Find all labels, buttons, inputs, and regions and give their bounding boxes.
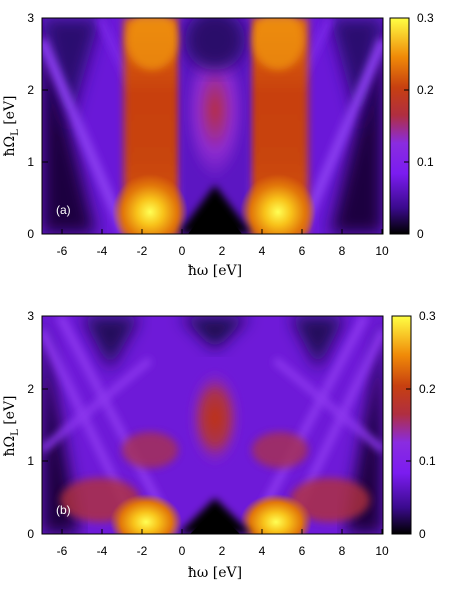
- y-tick-label: 0: [27, 527, 34, 541]
- x-tick-label: -2: [137, 244, 148, 258]
- colorbar-tick-label: 0.2: [419, 382, 436, 396]
- colorbar-b: 0 0.1 0.2 0.3: [391, 309, 436, 541]
- colorbar-tick-label: 0.1: [417, 155, 434, 169]
- x-tick-label: -6: [57, 244, 68, 258]
- x-tick-label: 8: [339, 544, 346, 558]
- x-tick-label: 4: [259, 244, 266, 258]
- y-tick-label: 2: [27, 382, 34, 396]
- y-tick-label: 0: [27, 227, 34, 241]
- x-axis-title-b: ħω [eV]: [188, 565, 242, 581]
- x-tick-label: 0: [179, 244, 186, 258]
- x-tick-label: 6: [299, 544, 306, 558]
- heatmap-a-svg: 0 1 2 3 -6 -4 -2 0 2 4 6 8 10 ħω [: [2, 11, 434, 279]
- y-ticks-b: 0 1 2 3: [27, 309, 48, 541]
- y-axis-title-a: ħΩL [eV]: [2, 95, 21, 156]
- x-tick-label: 2: [219, 244, 226, 258]
- colorbar-tick-label: 0: [419, 527, 426, 541]
- x-ticks-b: -6 -4 -2 0 2 4 6 8 10: [57, 529, 389, 558]
- x-ticks-a: -6 -4 -2 0 2 4 6 8 10: [57, 229, 389, 258]
- x-axis-title-a: ħω [eV]: [188, 263, 242, 279]
- x-tick-label: -6: [57, 544, 68, 558]
- x-tick-label: -2: [137, 544, 148, 558]
- x-tick-label: 0: [179, 544, 186, 558]
- x-tick-label: 10: [375, 544, 389, 558]
- colorbar-a: 0 0.1 0.2 0.3: [389, 11, 434, 241]
- panel-label-a: (a): [56, 203, 71, 217]
- colorbar-tick-label: 0.2: [417, 83, 434, 97]
- y-tick-label: 1: [27, 155, 34, 169]
- colorbar-tick-label: 0: [417, 227, 424, 241]
- colorbar-tick-label: 0.3: [419, 309, 436, 323]
- colorbar-tick-label: 0.3: [417, 11, 434, 25]
- chart-panel-a: 0 1 2 3 -6 -4 -2 0 2 4 6 8 10 ħω [: [0, 0, 449, 300]
- y-tick-label: 3: [27, 11, 34, 25]
- y-tick-label: 2: [27, 83, 34, 97]
- chart-panel-b: 0 1 2 3 -6 -4 -2 0 2 4 6 8 10 ħω [eV] ħΩ: [0, 300, 449, 602]
- x-tick-label: 4: [259, 544, 266, 558]
- y-ticks-a: 0 1 2 3: [27, 11, 48, 241]
- y-axis-title-b: ħΩL [eV]: [2, 395, 21, 456]
- heatmap-b-frame: [41, 315, 384, 535]
- y-tick-label: 3: [27, 309, 34, 323]
- x-tick-label: -4: [97, 244, 108, 258]
- x-tick-label: -4: [97, 544, 108, 558]
- heatmap-b-field: [42, 316, 383, 534]
- x-tick-label: 2: [219, 544, 226, 558]
- y-tick-label: 1: [27, 454, 34, 468]
- heatmap-a-field: [42, 18, 383, 234]
- colorbar-tick-label: 0.1: [419, 454, 436, 468]
- panel-label-b: (b): [56, 503, 71, 517]
- x-tick-label: 10: [375, 244, 389, 258]
- x-tick-label: 8: [339, 244, 346, 258]
- heatmap-b-svg: 0 1 2 3 -6 -4 -2 0 2 4 6 8 10 ħω [eV] ħΩ: [2, 309, 436, 581]
- x-tick-label: 6: [299, 244, 306, 258]
- heatmap-a-frame: [41, 17, 384, 235]
